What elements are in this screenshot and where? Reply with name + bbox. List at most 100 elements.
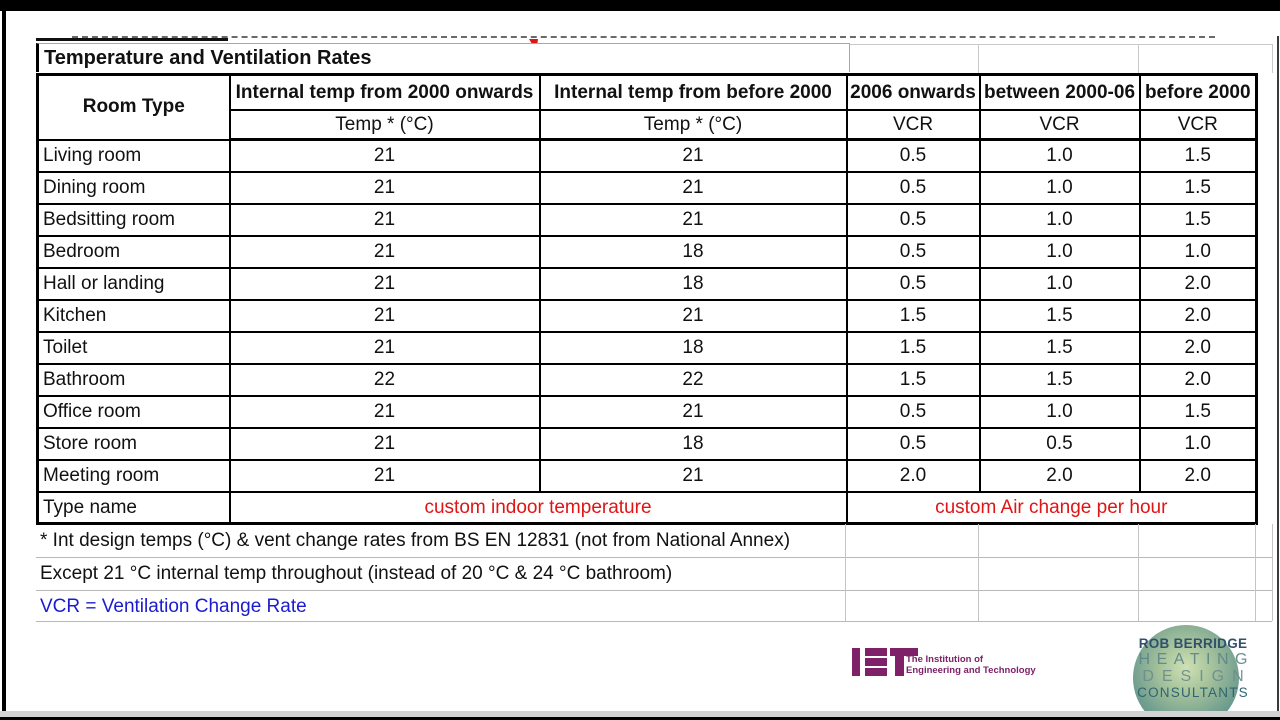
- left-frame-line: [2, 0, 6, 720]
- table-cell[interactable]: 1.0: [978, 395, 1141, 429]
- table-cell[interactable]: 18: [538, 235, 848, 269]
- room-name-cell[interactable]: Living room: [36, 138, 231, 173]
- table-cell[interactable]: 0.5: [845, 203, 981, 237]
- right-frame-line: [1277, 36, 1279, 711]
- table-cell[interactable]: 1.0: [978, 235, 1141, 269]
- table-row: Office room 21 21 0.5 1.0 1.5: [36, 395, 1258, 429]
- sheet-title-cell[interactable]: Temperature and Ventilation Rates: [36, 43, 850, 72]
- room-name-cell[interactable]: Hall or landing: [36, 267, 231, 301]
- table-cell[interactable]: 18: [538, 427, 848, 461]
- table-cell[interactable]: 21: [228, 171, 541, 205]
- table-cell[interactable]: 22: [538, 363, 848, 397]
- table-cell[interactable]: 2.0: [1138, 299, 1258, 333]
- table-cell[interactable]: 2.0: [845, 459, 981, 493]
- table-cell[interactable]: 21: [228, 267, 541, 301]
- table-cell[interactable]: 2.0: [978, 459, 1141, 493]
- table-cell[interactable]: 1.5: [1138, 138, 1258, 173]
- table-cell[interactable]: 1.5: [845, 331, 981, 365]
- gridline-v: [978, 44, 979, 73]
- table-row: Store room 21 18 0.5 0.5 1.0: [36, 427, 1258, 461]
- gridline-v: [1255, 524, 1256, 621]
- room-name-cell[interactable]: Dining room: [36, 171, 231, 205]
- table-cell[interactable]: 1.5: [978, 299, 1141, 333]
- room-name-cell[interactable]: Toilet: [36, 331, 231, 365]
- table-cell[interactable]: 21: [228, 299, 541, 333]
- table-cell[interactable]: 1.0: [978, 203, 1141, 237]
- table-cell[interactable]: 21: [228, 235, 541, 269]
- iet-mark-e: [865, 648, 887, 656]
- table-cell[interactable]: 0.5: [978, 427, 1141, 461]
- subheader-vcr[interactable]: VCR: [1138, 109, 1258, 141]
- table-cell[interactable]: 1.5: [845, 299, 981, 333]
- type-name-label-cell[interactable]: Type name: [36, 491, 231, 525]
- table-cell[interactable]: 18: [538, 267, 848, 301]
- table-cell[interactable]: 2.0: [1138, 267, 1258, 301]
- table-cell[interactable]: 21: [228, 459, 541, 493]
- col-header-2006-onwards[interactable]: 2006 onwards: [845, 73, 981, 111]
- iet-mark-e: [865, 658, 887, 666]
- table-cell[interactable]: 0.5: [845, 138, 981, 173]
- rb-logo-consultants: CONSULTANTS: [1137, 685, 1249, 700]
- table-cell[interactable]: 21: [538, 138, 848, 173]
- col-header-temp-2000-onwards[interactable]: Internal temp from 2000 onwards: [228, 73, 541, 111]
- table-cell[interactable]: 21: [538, 171, 848, 205]
- footnote-vcr-definition[interactable]: VCR = Ventilation Change Rate: [40, 596, 307, 617]
- table-cell[interactable]: 1.5: [1138, 171, 1258, 205]
- room-type-header[interactable]: Room Type: [36, 73, 231, 140]
- table-cell[interactable]: 1.5: [1138, 395, 1258, 429]
- room-name-cell[interactable]: Bathroom: [36, 363, 231, 397]
- table-cell[interactable]: 1.5: [978, 363, 1141, 397]
- iet-logo: The Institution of Engineering and Techn…: [849, 646, 1049, 686]
- iet-logo-text: The Institution of Engineering and Techn…: [906, 654, 1036, 676]
- room-name-cell[interactable]: Kitchen: [36, 299, 231, 333]
- room-name-cell[interactable]: Office room: [36, 395, 231, 429]
- col-header-before-2000[interactable]: before 2000: [1138, 73, 1258, 111]
- table-cell[interactable]: 1.0: [978, 171, 1141, 205]
- table-cell[interactable]: 2.0: [1138, 331, 1258, 365]
- table-cell[interactable]: 0.5: [845, 171, 981, 205]
- col-header-between-2000-06[interactable]: between 2000-06: [978, 73, 1141, 111]
- header-row-units: Temp * (°C) Temp * (°C) VCR VCR VCR: [38, 109, 1258, 141]
- table-cell[interactable]: 1.0: [1138, 427, 1258, 461]
- table-cell[interactable]: 0.5: [845, 235, 981, 269]
- header-row-groups: Room Type Internal temp from 2000 onward…: [36, 73, 1258, 140]
- room-name-cell[interactable]: Store room: [36, 427, 231, 461]
- rb-logo-design: DESIGN: [1142, 668, 1252, 685]
- temperature-ventilation-table: Room Type Internal temp from 2000 onward…: [36, 73, 1258, 525]
- table-cell[interactable]: 21: [228, 203, 541, 237]
- table-cell[interactable]: 0.5: [845, 427, 981, 461]
- room-name-cell[interactable]: Bedsitting room: [36, 203, 231, 237]
- table-cell[interactable]: 0.5: [845, 267, 981, 301]
- table-cell[interactable]: 1.0: [978, 267, 1141, 301]
- table-cell[interactable]: 1.0: [978, 138, 1141, 173]
- table-cell[interactable]: 21: [538, 299, 848, 333]
- custom-air-change-cell[interactable]: custom Air change per hour: [845, 491, 1258, 525]
- table-cell[interactable]: 0.5: [845, 395, 981, 429]
- table-cell[interactable]: 1.5: [978, 331, 1141, 365]
- subheader-temp-c[interactable]: Temp * (°C): [538, 109, 848, 141]
- gridline-v: [1138, 44, 1139, 73]
- room-name-cell[interactable]: Meeting room: [36, 459, 231, 493]
- table-cell[interactable]: 21: [228, 331, 541, 365]
- subheader-temp-c[interactable]: Temp * (°C): [228, 109, 541, 141]
- table-cell[interactable]: 1.5: [845, 363, 981, 397]
- table-cell[interactable]: 21: [228, 395, 541, 429]
- table-cell[interactable]: 2.0: [1138, 363, 1258, 397]
- table-cell[interactable]: 21: [538, 203, 848, 237]
- table-cell[interactable]: 21: [538, 459, 848, 493]
- col-header-temp-before-2000[interactable]: Internal temp from before 2000: [538, 73, 848, 111]
- custom-indoor-temperature-cell[interactable]: custom indoor temperature: [228, 491, 848, 525]
- table-cell[interactable]: 21: [228, 138, 541, 173]
- subheader-vcr[interactable]: VCR: [845, 109, 981, 141]
- table-cell[interactable]: 1.0: [1138, 235, 1258, 269]
- table-cell[interactable]: 22: [228, 363, 541, 397]
- subheader-vcr[interactable]: VCR: [978, 109, 1141, 141]
- table-cell[interactable]: 1.5: [1138, 203, 1258, 237]
- table-cell[interactable]: 18: [538, 331, 848, 365]
- footnote-bs-en-12831[interactable]: * Int design temps (°C) & vent change ra…: [40, 530, 791, 551]
- footnote-except-21c[interactable]: Except 21 °C internal temp throughout (i…: [40, 563, 673, 584]
- table-cell[interactable]: 2.0: [1138, 459, 1258, 493]
- room-name-cell[interactable]: Bedroom: [36, 235, 231, 269]
- table-cell[interactable]: 21: [228, 427, 541, 461]
- table-cell[interactable]: 21: [538, 395, 848, 429]
